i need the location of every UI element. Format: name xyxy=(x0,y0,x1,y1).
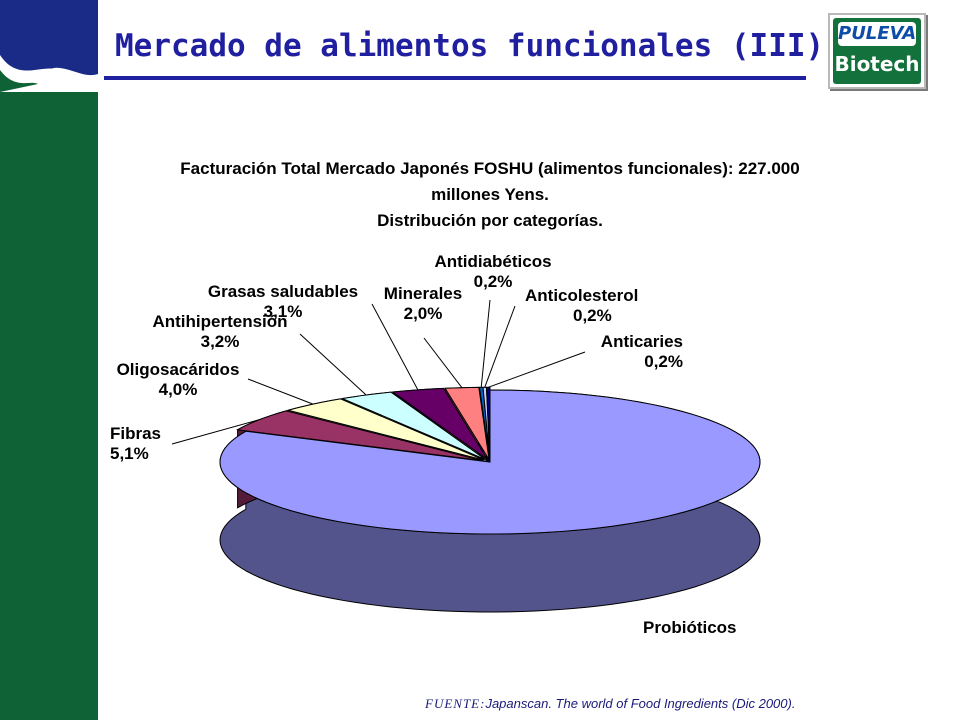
label-anticolesterol-value: 0,2% xyxy=(573,306,612,325)
label-fibras-name: Fibras xyxy=(110,424,162,443)
label-oligosacaridos-name: Oligosacáridos xyxy=(116,360,240,379)
logo-bottom-text: Biotech xyxy=(834,52,920,76)
logo-top-text: PULEVA xyxy=(838,22,917,46)
label-anticaries-name: Anticaries xyxy=(600,332,683,351)
label-probioticos-name: Probióticos xyxy=(643,618,737,637)
leader-line-grasas-saludables xyxy=(371,303,419,391)
label-antidiabeticos: Antidiabéticos 0,2% xyxy=(420,252,566,292)
label-minerales-name: Minerales xyxy=(383,284,463,303)
label-fibras: Fibras 5,1% xyxy=(110,424,161,464)
wave-decoration xyxy=(0,0,98,92)
leader-line-anticolesterol xyxy=(484,305,516,388)
label-anticaries: Anticaries 0,2% xyxy=(587,332,683,372)
title-underline xyxy=(104,76,806,80)
pie-slice-oligosacaridos xyxy=(286,398,484,461)
label-minerales: Minerales 2,0% xyxy=(373,284,473,324)
label-fibras-value: 5,1% xyxy=(110,444,149,463)
leader-line-antidiabeticos xyxy=(480,299,491,388)
source-text: Japanscan. The world of Food Ingredients… xyxy=(485,696,796,711)
pie-slice-fibras xyxy=(235,410,482,461)
label-antihipertension-name: Antihipertensión xyxy=(152,312,288,331)
chart-title-line-3: Distribución por categorías. xyxy=(377,211,603,230)
label-antidiabeticos-value: 0,2% xyxy=(473,272,513,291)
source-label: FUENTE: xyxy=(425,696,486,711)
brand-logo: PULEVA Biotech xyxy=(828,13,926,89)
sidebar-band xyxy=(0,0,98,720)
chart-title-line-1: Facturación Total Mercado Japonés FOSHU … xyxy=(180,159,800,178)
label-antidiabeticos-name: Antidiabéticos xyxy=(434,252,552,271)
label-oligosacaridos: Oligosacáridos 4,0% xyxy=(108,360,248,400)
leader-line-antihipertension xyxy=(299,333,367,396)
label-anticolesterol: Anticolesterol 0,2% xyxy=(525,286,638,326)
label-minerales-value: 2,0% xyxy=(403,304,443,323)
leader-line-anticaries xyxy=(488,351,586,388)
chart-title: Facturación Total Mercado Japonés FOSHU … xyxy=(130,156,850,234)
leader-line-oligosacaridos xyxy=(247,378,314,405)
pie-chart xyxy=(171,299,761,613)
page-title: Mercado de alimentos funcionales (III) xyxy=(115,28,825,64)
label-grasas-saludables-value: 3,1% xyxy=(263,302,303,321)
label-anticolesterol-name: Anticolesterol xyxy=(525,286,639,305)
label-grasas-saludables: Grasas saludables 3,1% xyxy=(197,282,369,322)
pie-slice-anticaries xyxy=(486,386,491,460)
label-oligosacaridos-value: 4,0% xyxy=(158,380,198,399)
leader-line-minerales xyxy=(423,337,463,389)
chart-title-line-2: millones Yens. xyxy=(431,185,549,204)
pie-slice-antihipertension xyxy=(340,391,486,461)
label-antihipertension: Antihipertensión 3,2% xyxy=(140,312,300,352)
label-probioticos: Probióticos xyxy=(643,618,737,638)
label-antihipertension-value: 3,2% xyxy=(200,332,240,351)
label-grasas-saludables-name: Grasas saludables xyxy=(207,282,359,301)
label-anticaries-value: 0,2% xyxy=(644,352,683,371)
leader-line-fibras xyxy=(171,419,260,445)
pie-slice-probioticos xyxy=(219,389,761,535)
pie-slice-minerales xyxy=(444,386,490,460)
source-note: FUENTE:Japanscan. The world of Food Ingr… xyxy=(425,696,795,712)
